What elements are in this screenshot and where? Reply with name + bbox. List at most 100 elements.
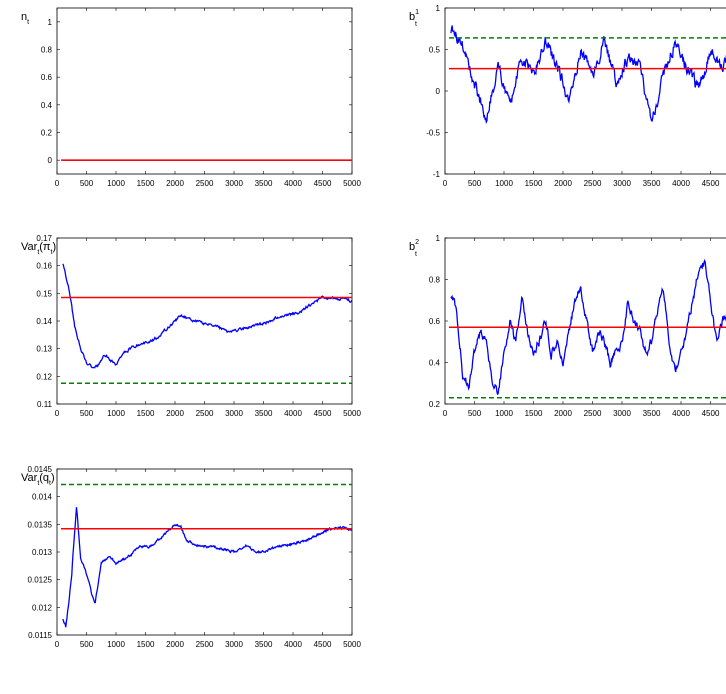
x-tick-label: 4000 [284,640,302,649]
y-tick-label: 0.014 [32,493,53,502]
y-tick-label: 0.14 [36,317,52,326]
x-tick-label: 2000 [166,409,184,418]
x-tick-label: 1500 [525,409,543,418]
x-tick-label: 3500 [255,409,273,418]
x-tick-label: 1500 [525,179,543,188]
x-tick-label: 4500 [314,179,332,188]
y-axis-label: b1 t [409,9,419,28]
x-tick-label: 500 [80,179,94,188]
plot-area [56,237,353,405]
x-tick-label: 1000 [107,409,125,418]
y-tick-label: 0.16 [36,262,52,271]
plot-area [444,237,726,405]
chart-b2: 0500100015002000250030003500400045005000… [409,234,726,418]
x-tick-label: 5000 [343,640,361,649]
y-tick-label: 0.8 [41,46,53,55]
y-tick-label: -0.5 [426,129,440,138]
x-tick-label: 3500 [643,179,661,188]
y-tick-label: 0.0135 [28,520,53,529]
x-tick-label: 2000 [554,409,572,418]
y-tick-label: 0.0115 [28,631,52,640]
y-tick-label: 0 [436,87,441,96]
series-line [62,263,352,369]
y-tick-label: 0.2 [429,400,441,409]
x-tick-label: 2500 [196,640,214,649]
x-tick-label: 500 [468,409,482,418]
x-tick-label: 2000 [166,179,184,188]
y-axis-label: Vart(qt) [21,472,55,487]
series-line [62,507,352,628]
chart-nt: 0 500 1000 1500 2000 2500 3000 3500 4000 4500 5000… [21,7,361,188]
y-tick-label: -1 [433,170,441,179]
x-tick-label: 3000 [613,179,631,188]
x-tick-label: 4500 [702,179,720,188]
y-tick-label: 1 [436,234,441,243]
x-tick-label: 3000 [225,179,243,188]
x-tick-label: 4000 [284,179,302,188]
x-tick-label: 3000 [613,409,631,418]
y-tick-label: 1 [436,4,441,13]
chart-var_q: 0 500 1000 1500 2000 2500 3000 3500 4000 4500 5000… [21,465,361,649]
plot-area [56,468,353,636]
y-tick-label: 0.12 [36,372,52,381]
y-tick-label: 0.8 [429,276,441,285]
y-tick-label: 0.0125 [28,576,53,585]
x-tick-label: 3000 [225,640,243,649]
x-tick-label: 2500 [196,409,214,418]
x-tick-label: 0 [443,409,448,418]
y-tick-label: 0.13 [36,345,52,354]
x-tick-label: 3500 [643,409,661,418]
x-tick-label: 4000 [284,409,302,418]
x-tick-label: 4000 [672,409,690,418]
series-line [450,258,726,396]
x-tick-label: 3000 [225,409,243,418]
x-tick-label: 1000 [495,179,513,188]
x-tick-label: 500 [80,640,94,649]
y-tick-label: 0.013 [32,548,53,557]
y-axis-label: Vart(πt) [21,241,56,256]
y-tick-label: 0.012 [32,603,53,612]
x-tick-label: 2500 [584,409,602,418]
y-tick-label: 0.15 [36,289,52,298]
x-tick-label: 3500 [255,640,273,649]
y-tick-label: 0.4 [41,101,53,110]
x-tick-label: 0 [55,409,60,418]
y-axis-label: b2 t [409,239,419,258]
x-tick-label: 2500 [196,179,214,188]
y-tick-label: 0.6 [41,73,53,82]
x-tick-label: 2000 [554,179,572,188]
x-tick-label: 500 [468,179,482,188]
y-tick-label: 0.17 [36,234,52,243]
y-tick-label: 0.6 [429,317,441,326]
x-tick-label: 0 [55,640,60,649]
x-tick-label: 4500 [314,409,332,418]
y-tick-label: 0.11 [37,400,53,409]
chart-b1: 0500100015002000250030003500400045005000… [409,4,726,188]
y-tick-label: 0.2 [41,129,53,138]
x-tick-label: 0 [55,179,60,188]
x-tick-label: 1500 [137,409,155,418]
x-tick-label: 0 [443,179,448,188]
plot-area [444,7,726,175]
x-tick-label: 1500 [137,640,155,649]
y-tick-label: 0.5 [429,46,441,55]
x-tick-label: 5000 [343,179,361,188]
x-tick-label: 1000 [495,409,513,418]
x-tick-label: 4000 [672,179,690,188]
y-tick-label: 0.0145 [28,465,53,474]
chart-var_pi: 0 500 1000 1500 2000 2500 3000 3500 4000 4500 5000… [21,234,361,418]
x-tick-label: 4500 [314,640,332,649]
x-tick-label: 5000 [343,409,361,418]
y-tick-label: 1 [48,18,53,27]
x-tick-label: 1000 [107,179,125,188]
x-tick-label: 1000 [107,640,125,649]
y-tick-label: 0 [48,156,53,165]
x-tick-label: 2000 [166,640,184,649]
x-tick-label: 500 [80,409,94,418]
x-tick-label: 4500 [702,409,720,418]
plot-area [56,7,353,175]
y-axis-label: nt [21,11,29,26]
x-tick-label: 3500 [255,179,273,188]
x-tick-label: 1500 [137,179,155,188]
